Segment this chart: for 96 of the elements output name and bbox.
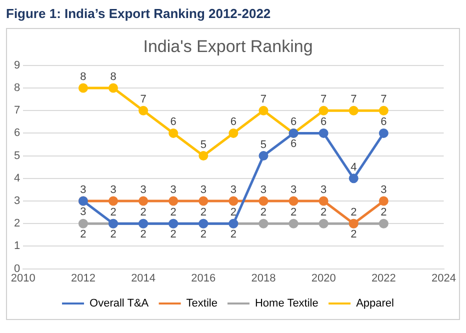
point bbox=[318, 128, 328, 138]
data-label: 2 bbox=[260, 206, 267, 219]
data-label: 7 bbox=[140, 94, 146, 106]
point bbox=[318, 106, 328, 116]
data-label: 6 bbox=[290, 116, 297, 128]
point bbox=[138, 196, 148, 206]
point bbox=[108, 196, 118, 206]
y-tick-label: 6 bbox=[14, 127, 20, 140]
data-label: 3 bbox=[380, 184, 387, 196]
point bbox=[198, 196, 208, 206]
x-tick-label: 2018 bbox=[251, 272, 276, 284]
data-label: 5 bbox=[260, 138, 267, 151]
y-tick-label: 7 bbox=[14, 104, 20, 117]
legend-label: Textile bbox=[186, 298, 218, 310]
data-label: 3 bbox=[110, 184, 116, 196]
data-label: 2 bbox=[140, 206, 146, 219]
point bbox=[78, 83, 88, 93]
point bbox=[198, 151, 208, 161]
data-label: 2 bbox=[170, 206, 176, 219]
data-label: 2 bbox=[110, 228, 116, 241]
x-tick-label: 2024 bbox=[432, 272, 456, 284]
point bbox=[318, 196, 328, 206]
data-label: 6 bbox=[380, 116, 387, 128]
data-label: 3 bbox=[140, 184, 146, 196]
x-tick-label: 2014 bbox=[131, 272, 156, 284]
point bbox=[378, 196, 388, 206]
data-label: 6 bbox=[230, 116, 237, 128]
x-tick-label: 2020 bbox=[311, 272, 336, 284]
y-tick-label: 4 bbox=[14, 172, 20, 184]
data-label: 3 bbox=[230, 184, 237, 196]
data-label: 7 bbox=[260, 94, 267, 106]
data-label: 3 bbox=[260, 184, 267, 196]
data-label: 7 bbox=[350, 94, 357, 106]
point bbox=[168, 196, 178, 206]
y-tick-label: 5 bbox=[14, 150, 20, 162]
data-label: 8 bbox=[80, 71, 86, 84]
data-label: 2 bbox=[80, 228, 86, 241]
chart-title: Figure 1: India’s Export Ranking 2012-2022 bbox=[6, 6, 271, 21]
point bbox=[78, 218, 88, 228]
x-tick-label: 2022 bbox=[371, 272, 396, 284]
data-label: 2 bbox=[230, 228, 237, 241]
data-label: 3 bbox=[200, 184, 206, 196]
point bbox=[138, 106, 148, 116]
point bbox=[168, 128, 178, 138]
x-tick-label: 2010 bbox=[10, 272, 36, 284]
point bbox=[288, 218, 298, 228]
data-label: 5 bbox=[200, 138, 206, 151]
data-label: 3 bbox=[170, 184, 176, 196]
point bbox=[258, 196, 268, 206]
data-label: 7 bbox=[320, 94, 327, 106]
data-label: 7 bbox=[380, 94, 387, 106]
y-tick-label: 3 bbox=[14, 195, 20, 208]
point bbox=[348, 174, 358, 184]
point bbox=[258, 218, 268, 228]
data-label: 2 bbox=[110, 206, 116, 219]
point bbox=[228, 128, 238, 138]
point bbox=[348, 106, 358, 116]
chart-subtitle: India's Export Ranking bbox=[143, 36, 313, 56]
point bbox=[318, 218, 328, 228]
data-label: 2 bbox=[350, 206, 357, 219]
point bbox=[258, 106, 268, 116]
data-label: 3 bbox=[80, 184, 86, 196]
data-label: 2 bbox=[170, 228, 176, 241]
y-tick-label: 8 bbox=[14, 82, 20, 94]
data-label: 2 bbox=[140, 228, 146, 241]
y-tick-label: 1 bbox=[14, 240, 20, 252]
data-label: 2 bbox=[350, 228, 357, 241]
x-tick-label: 2012 bbox=[70, 272, 96, 284]
legend-label: Apparel bbox=[356, 298, 394, 310]
y-tick-label: 9 bbox=[14, 59, 20, 72]
data-label: 6 bbox=[290, 138, 297, 150]
data-label: 2 bbox=[380, 206, 387, 219]
data-label: 8 bbox=[110, 71, 116, 84]
y-tick-label: 0 bbox=[14, 262, 20, 275]
point bbox=[258, 151, 268, 161]
point bbox=[378, 128, 388, 138]
data-label: 6 bbox=[320, 116, 327, 128]
data-label: 3 bbox=[80, 206, 86, 218]
point bbox=[228, 196, 238, 206]
data-label: 2 bbox=[200, 228, 206, 241]
point bbox=[288, 196, 298, 206]
data-label: 2 bbox=[290, 206, 297, 219]
data-label: 3 bbox=[290, 184, 297, 196]
x-tick-label: 2016 bbox=[191, 272, 216, 284]
point bbox=[108, 83, 118, 93]
legend-label: Overall T&A bbox=[90, 298, 150, 310]
data-label: 6 bbox=[170, 116, 176, 128]
data-label: 2 bbox=[200, 206, 206, 219]
data-label: 2 bbox=[230, 206, 237, 219]
point bbox=[378, 218, 388, 228]
data-label: 4 bbox=[350, 161, 357, 174]
legend-label: Home Textile bbox=[254, 298, 318, 310]
data-label: 2 bbox=[320, 206, 327, 219]
y-tick-label: 2 bbox=[14, 218, 20, 230]
point bbox=[378, 106, 388, 116]
data-label: 3 bbox=[320, 184, 327, 196]
